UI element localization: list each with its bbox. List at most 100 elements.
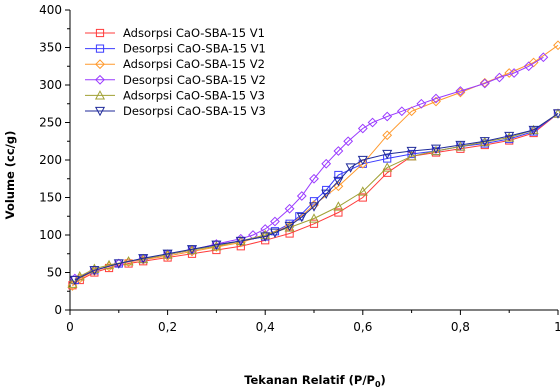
data-point <box>284 203 295 214</box>
data-point <box>308 202 320 212</box>
y-tick-label: 200 <box>39 153 62 167</box>
data-point <box>406 150 417 161</box>
y-tick-label: 150 <box>39 191 62 205</box>
data-point <box>479 137 490 147</box>
data-point <box>383 154 392 163</box>
data-point <box>479 77 490 88</box>
data-point <box>383 168 392 177</box>
y-tick-label: 0 <box>54 303 62 317</box>
data-point <box>494 72 505 83</box>
legend-label: Adsorpsi CaO-SBA-15 V1 <box>123 26 265 40</box>
data-point <box>89 266 100 276</box>
data-point <box>334 208 343 217</box>
data-point <box>69 273 80 284</box>
y-tick-label: 250 <box>39 116 62 130</box>
data-point <box>455 86 466 96</box>
data-point <box>321 158 332 169</box>
data-point <box>416 98 427 109</box>
x-tick-label: 0,8 <box>451 320 470 334</box>
data-point <box>104 259 115 270</box>
data-point <box>333 181 344 192</box>
data-point <box>138 254 149 264</box>
series-6 <box>69 109 560 286</box>
data-point <box>269 228 280 239</box>
data-point <box>358 193 367 202</box>
legend-marker <box>95 28 105 38</box>
data-point <box>406 106 417 117</box>
legend-item-6: Desorpsi CaO-SBA-15 V3 <box>85 104 266 118</box>
data-point <box>406 146 417 157</box>
legend: Adsorpsi CaO-SBA-15 V1 Desorpsi CaO-SBA-1… <box>85 26 266 118</box>
data-point <box>382 149 393 160</box>
data-point <box>345 163 356 173</box>
x-tick-label: 0 <box>66 320 74 334</box>
data-point <box>186 245 198 255</box>
data-point <box>270 216 280 227</box>
data-point <box>260 230 271 240</box>
legend-item-5: Adsorpsi CaO-SBA-15 V3 <box>85 88 265 102</box>
legend-item-4: Desorpsi CaO-SBA-15 V2 <box>85 73 266 87</box>
data-point <box>235 236 246 247</box>
x-axis-title-close: ) <box>381 373 386 387</box>
data-point <box>538 52 549 63</box>
data-point <box>504 131 515 142</box>
legend-item-1: Adsorpsi CaO-SBA-15 V1 <box>85 26 265 40</box>
data-point <box>455 140 466 151</box>
x-tick-label: 0,2 <box>158 320 177 334</box>
axes: 0 50 100 150 200 250 300 350 400 0 0,2 0,4 0,6 0,8 1 <box>39 3 560 334</box>
data-point <box>89 263 100 273</box>
data-point <box>321 189 332 200</box>
legend-label: Adsorpsi CaO-SBA-15 V3 <box>123 88 265 102</box>
data-point <box>211 240 222 251</box>
data-point <box>382 111 393 122</box>
x-axis-title-subscript: 0 <box>375 380 381 389</box>
data-point <box>309 219 319 228</box>
data-point <box>528 125 539 136</box>
data-point <box>479 78 490 89</box>
data-point <box>69 275 80 286</box>
legend-marker <box>94 106 106 117</box>
data-point <box>357 158 368 169</box>
data-point <box>396 106 407 117</box>
data-point <box>260 229 271 240</box>
data-point <box>357 123 368 134</box>
series-layer <box>67 40 560 291</box>
x-tick-label: 1 <box>554 320 560 334</box>
x-tick-label: 0,4 <box>256 320 275 334</box>
data-point <box>430 144 442 155</box>
legend-label: Desorpsi CaO-SBA-15 V2 <box>123 73 266 87</box>
legend-label: Desorpsi CaO-SBA-15 V3 <box>123 104 266 118</box>
legend-label: Adsorpsi CaO-SBA-15 V2 <box>123 57 265 71</box>
legend-label: Desorpsi CaO-SBA-15 V1 <box>123 42 266 56</box>
y-tick-label: 100 <box>39 228 62 242</box>
data-point <box>553 40 560 51</box>
data-point <box>162 249 173 260</box>
data-point <box>430 145 442 156</box>
data-point <box>357 186 368 196</box>
x-axis-title: Tekanan Relatif (P/P0) <box>244 373 386 389</box>
legend-marker <box>94 90 106 100</box>
data-point <box>431 93 441 104</box>
data-point <box>382 130 393 141</box>
data-point <box>343 136 354 147</box>
data-point <box>296 191 307 201</box>
data-point <box>296 212 307 223</box>
data-point <box>334 170 343 180</box>
data-point <box>333 201 344 211</box>
x-tick-label: 0,6 <box>353 320 372 334</box>
data-point <box>407 149 416 159</box>
legend-marker <box>95 44 105 53</box>
data-point <box>284 221 295 232</box>
series-line <box>74 113 559 281</box>
legend-marker <box>95 74 105 85</box>
data-point <box>552 109 560 119</box>
data-point <box>333 146 344 156</box>
data-point <box>367 117 378 128</box>
data-point <box>523 61 534 72</box>
data-point <box>309 173 319 184</box>
data-point <box>382 162 393 172</box>
data-point <box>333 176 344 187</box>
x-axis-title-main: Tekanan Relatif (P/P <box>244 373 375 387</box>
legend-marker <box>95 59 105 70</box>
